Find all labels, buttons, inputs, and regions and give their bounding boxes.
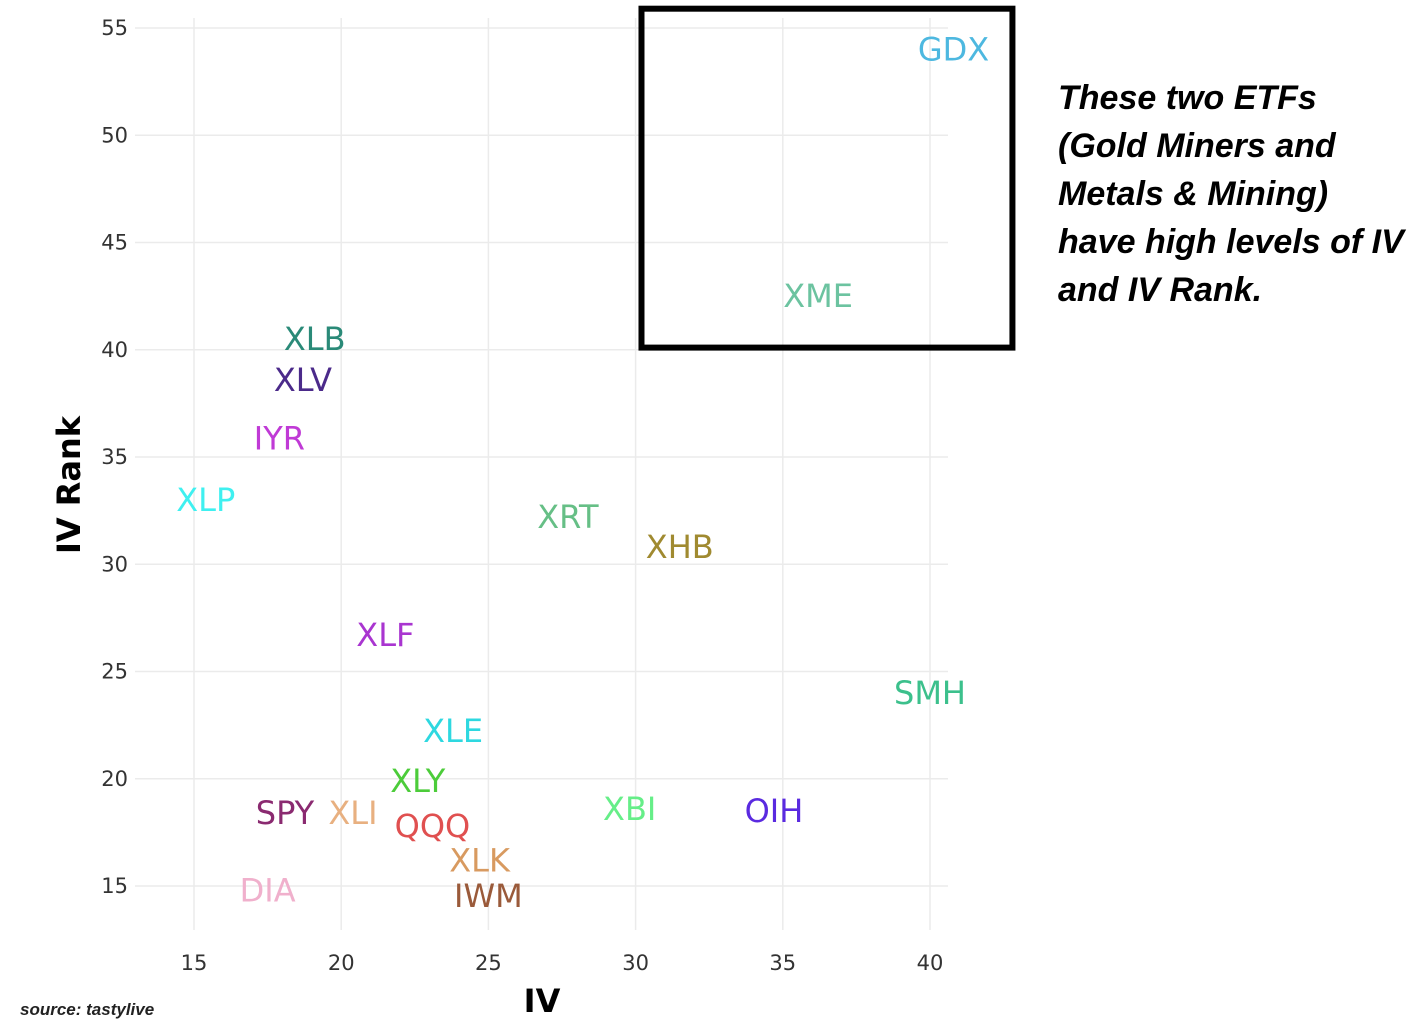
- x-axis-ticks: 15 20 25 30 35 40: [181, 951, 944, 975]
- point-label-xhb: XHB: [646, 528, 714, 566]
- point-label-xly: XLY: [390, 762, 446, 800]
- point-label-xlv: XLV: [274, 361, 332, 399]
- point-label-gdx: GDX: [918, 30, 989, 68]
- x-tick-label: 15: [181, 951, 208, 975]
- point-label-xli: XLI: [328, 794, 377, 832]
- y-tick-label: 30: [101, 552, 128, 576]
- x-axis-title: IV: [524, 982, 561, 1020]
- point-label-oih: OIH: [745, 792, 804, 830]
- point-label-dia: DIA: [240, 871, 296, 909]
- y-tick-label: 55: [101, 16, 128, 40]
- point-label-spy: SPY: [256, 794, 315, 832]
- y-tick-label: 15: [101, 874, 128, 898]
- x-tick-label: 25: [475, 951, 502, 975]
- gridlines: [135, 18, 948, 930]
- y-tick-label: 35: [101, 445, 128, 469]
- point-label-xbi: XBI: [603, 790, 656, 828]
- y-axis-ticks: 15 20 25 30 35 40 45 50 55: [101, 16, 128, 898]
- x-tick-label: 30: [622, 951, 649, 975]
- source-caption: source: tastylive: [20, 1000, 155, 1019]
- x-tick-label: 35: [769, 951, 796, 975]
- point-label-xrt: XRT: [537, 498, 599, 536]
- point-label-xlp: XLP: [176, 481, 235, 519]
- y-tick-label: 40: [101, 338, 128, 362]
- y-tick-label: 25: [101, 660, 128, 684]
- highlight-box: [638, 5, 1016, 351]
- point-label-xlf: XLF: [356, 616, 414, 654]
- annotation-text: These two ETFs (Gold Miners and Metals &…: [1058, 79, 1404, 309]
- y-tick-label: 20: [101, 767, 128, 791]
- point-label-iyr: IYR: [254, 419, 305, 457]
- y-tick-label: 50: [101, 123, 128, 147]
- y-tick-label: 45: [101, 231, 128, 255]
- point-label-iwm: IWM: [454, 877, 523, 915]
- point-label-xlk: XLK: [449, 841, 511, 879]
- y-axis-title: IV Rank: [50, 415, 88, 554]
- point-label-xle: XLE: [423, 712, 483, 750]
- point-label-xme: XME: [783, 277, 853, 315]
- point-label-qqq: QQQ: [395, 807, 471, 845]
- point-label-smh: SMH: [894, 674, 966, 712]
- point-label-xlb: XLB: [284, 320, 346, 358]
- x-tick-label: 40: [917, 951, 944, 975]
- x-tick-label: 20: [328, 951, 355, 975]
